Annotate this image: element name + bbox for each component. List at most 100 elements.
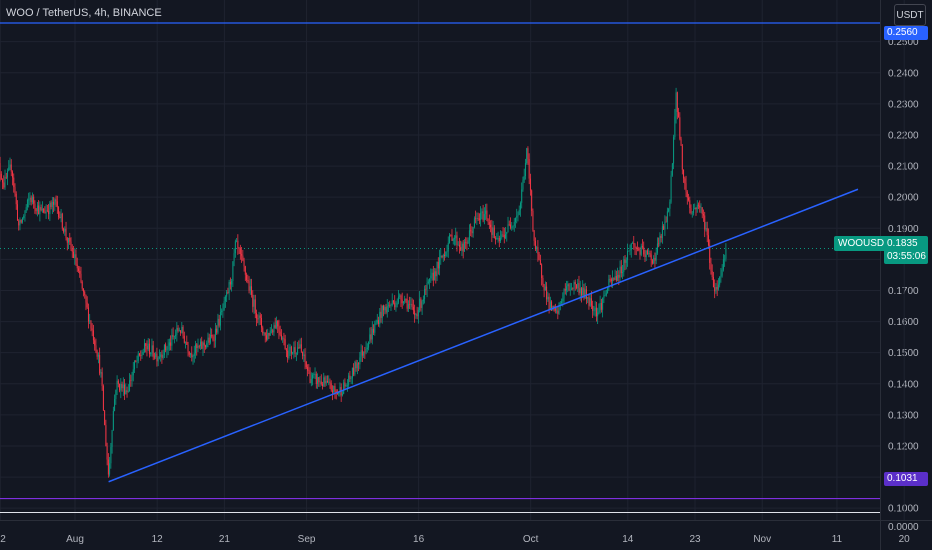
time-tick-label: Sep <box>298 534 316 545</box>
candle-body <box>182 327 184 336</box>
candle-body <box>248 281 250 291</box>
candle-body <box>82 288 84 292</box>
candle-body <box>634 244 636 248</box>
candle-body <box>506 232 508 234</box>
candle-body <box>666 211 668 222</box>
candle-body <box>420 298 422 308</box>
candle-body <box>414 310 416 315</box>
candle-body <box>551 301 553 311</box>
candle-body <box>547 296 549 300</box>
candle-body <box>720 275 722 277</box>
candle-body <box>721 269 723 276</box>
candle-body <box>198 346 200 347</box>
candle-body <box>176 327 178 335</box>
candle-body <box>371 328 373 340</box>
candle-body <box>716 286 718 290</box>
candle-body <box>462 243 464 252</box>
candle-body <box>300 344 302 352</box>
candle-body <box>345 385 347 387</box>
candle-body <box>623 259 625 273</box>
candle-body <box>691 212 693 214</box>
candle-body <box>254 299 256 314</box>
candle-body <box>350 378 352 379</box>
candle-body <box>157 357 159 362</box>
candle-body <box>232 261 234 281</box>
candle-body <box>130 380 132 381</box>
candle-body <box>50 202 52 208</box>
price-tick-label: 0.1300 <box>888 410 919 421</box>
candle-body <box>313 374 315 375</box>
candle-body <box>162 354 164 358</box>
candle-body <box>180 330 182 333</box>
candle-body <box>363 351 365 356</box>
candle-body <box>722 259 724 270</box>
candle-body <box>28 199 30 201</box>
candle-body <box>53 201 55 205</box>
candle-body <box>141 354 143 356</box>
candle-body <box>496 238 498 240</box>
candle-body <box>16 204 18 221</box>
candle-body <box>402 301 404 304</box>
candle-body <box>399 295 401 297</box>
candle-body <box>341 393 343 396</box>
candle-body <box>475 218 477 219</box>
candle-body <box>485 210 487 214</box>
candle-body <box>76 264 78 269</box>
candle-body <box>633 243 635 245</box>
candle-body <box>112 410 114 431</box>
candle-body <box>583 287 585 299</box>
candle-body <box>559 303 561 304</box>
candle-body <box>94 340 96 346</box>
candle-body <box>115 390 117 400</box>
candle-body <box>395 304 397 308</box>
candle-body <box>585 289 587 299</box>
candle-body <box>563 289 565 299</box>
candle-body <box>405 298 407 300</box>
candle-body <box>239 248 241 255</box>
candle-body <box>73 251 75 258</box>
candle-body <box>441 255 443 258</box>
candle-body <box>131 375 133 381</box>
candle-body <box>206 343 208 348</box>
candle-body <box>523 176 525 181</box>
candle-body <box>309 371 311 383</box>
candle-body <box>20 220 22 223</box>
candle-body <box>212 336 214 340</box>
candle-body <box>106 446 108 460</box>
candle-body <box>492 227 494 235</box>
candle-body <box>188 351 190 355</box>
candle-body <box>639 250 641 255</box>
candle-body <box>401 299 403 304</box>
candle-body <box>45 210 47 214</box>
candle-body <box>2 179 4 183</box>
candle-body <box>100 372 102 374</box>
candle-body <box>12 171 13 178</box>
candle-body <box>558 303 560 314</box>
candle-body <box>568 284 570 291</box>
candle-body <box>416 314 418 317</box>
candle-body <box>273 325 275 333</box>
candle-body <box>185 341 187 343</box>
candle-body <box>693 209 695 213</box>
candle-body <box>646 250 648 255</box>
candle-body <box>148 343 150 355</box>
candle-body <box>132 369 134 376</box>
candle-body <box>396 302 398 305</box>
candle-body <box>421 301 423 308</box>
candle-body <box>320 381 322 385</box>
candle-body <box>294 347 296 354</box>
candle-body <box>457 244 459 246</box>
candle-body <box>567 284 569 287</box>
candle-body <box>679 117 681 139</box>
candle-body <box>43 208 45 213</box>
candle-body <box>75 254 77 265</box>
candle-body <box>605 293 607 296</box>
candle-body <box>183 335 185 343</box>
candle-body <box>665 221 667 223</box>
candle-body <box>233 253 235 262</box>
candle-body <box>461 243 463 251</box>
currency-button[interactable]: USDT <box>894 4 926 26</box>
